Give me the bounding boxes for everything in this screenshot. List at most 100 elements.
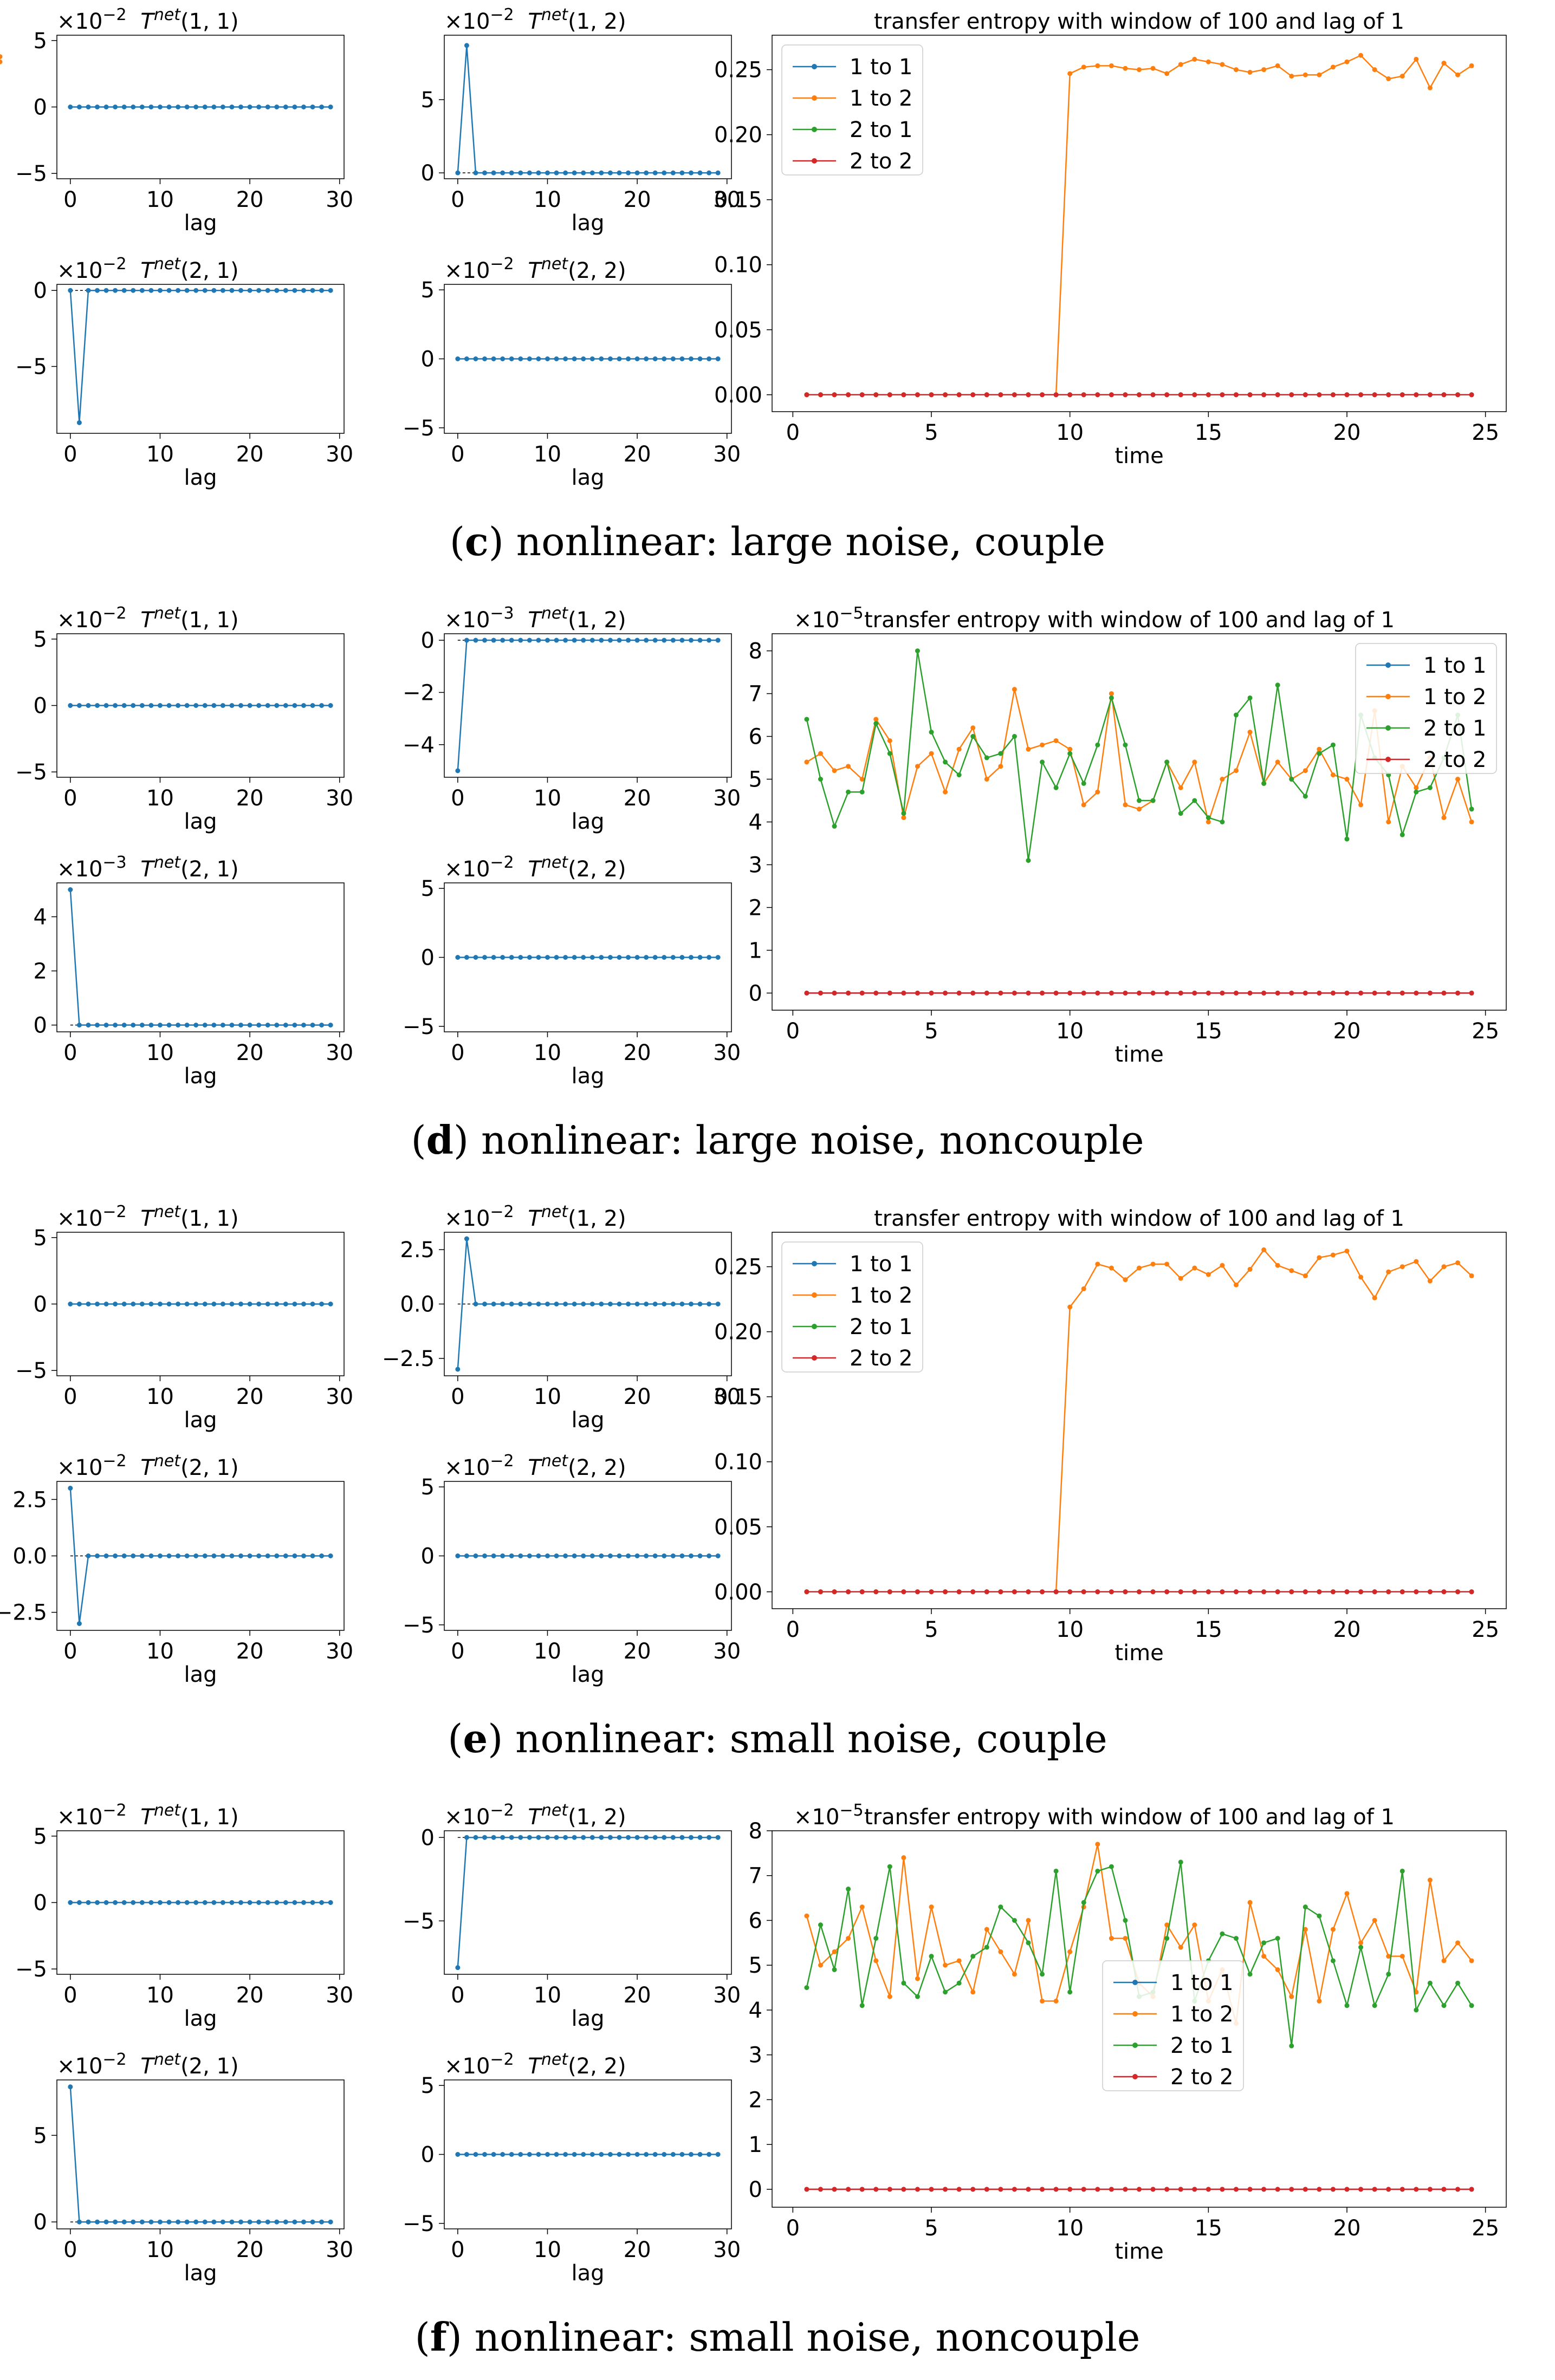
data-point: [131, 1302, 136, 1306]
data-point: [688, 2152, 694, 2157]
data-point: [121, 288, 127, 293]
data-point: [572, 2152, 577, 2157]
data-point: [1441, 990, 1447, 996]
data-point: [1400, 832, 1405, 837]
data-point: [607, 1835, 613, 1840]
data-point: [1344, 990, 1350, 996]
legend-marker: [812, 127, 817, 132]
data-point: [617, 638, 622, 643]
data-point: [572, 356, 577, 361]
x-tick-label: 0: [786, 1617, 800, 1642]
data-point: [887, 1994, 892, 1999]
data-point: [76, 105, 82, 109]
data-point: [1344, 836, 1350, 842]
data-point: [166, 1553, 172, 1558]
data-point: [1386, 1269, 1391, 1274]
data-point: [915, 648, 920, 654]
data-point: [1150, 2187, 1156, 2192]
data-point: [859, 1904, 865, 1910]
data-point: [707, 1302, 712, 1306]
data-point: [274, 288, 280, 293]
data-point: [229, 1302, 235, 1306]
data-point: [328, 703, 333, 708]
data-point: [1289, 990, 1294, 996]
data-point: [572, 170, 577, 175]
data-point: [319, 1302, 325, 1306]
data-point: [873, 717, 879, 722]
data-point: [581, 170, 586, 175]
data-point: [211, 1023, 217, 1028]
data-point: [256, 288, 262, 293]
data-point: [1441, 1589, 1447, 1595]
data-point: [229, 2219, 235, 2225]
data-point: [518, 1553, 523, 1558]
y-tick-label: 0: [34, 278, 47, 303]
data-point: [554, 1835, 559, 1840]
data-point: [1289, 2187, 1294, 2192]
data-point: [1289, 1589, 1294, 1595]
y-tick-label: −2.5: [382, 1347, 435, 1371]
data-point: [846, 789, 851, 795]
x-tick-label: 5: [924, 1617, 938, 1642]
data-point: [887, 738, 892, 743]
x-tick-label: 30: [713, 1983, 741, 2008]
data-point: [1400, 74, 1405, 79]
x-tick-label: 10: [534, 1639, 561, 1664]
data-point: [256, 2219, 262, 2225]
data-point: [1372, 1917, 1377, 1923]
data-point: [1386, 1972, 1391, 1977]
data-point: [1261, 1940, 1267, 1946]
data-point: [901, 1589, 906, 1595]
data-point: [95, 703, 100, 708]
data-point: [563, 1553, 568, 1558]
lag-chart: 5 0 −5 0 10 20 30 lag ×10−2 Tnet(2, 2): [403, 255, 741, 490]
data-point: [103, 288, 109, 293]
data-point: [1067, 1949, 1073, 1954]
data-point: [1095, 1261, 1100, 1267]
data-point: [1317, 751, 1322, 756]
data-point: [1289, 1268, 1294, 1273]
data-point: [1095, 789, 1100, 795]
data-point: [76, 420, 82, 425]
y-tick-label: −4: [403, 733, 435, 758]
data-point: [1178, 1589, 1183, 1595]
data-point: [184, 703, 190, 708]
chart-title: Tnet(1, 2): [528, 604, 626, 633]
x-tick-label: 20: [236, 2238, 264, 2262]
data-point: [644, 356, 649, 361]
data-point: [1427, 1877, 1433, 1883]
data-point: [527, 1835, 532, 1840]
data-point: [572, 955, 577, 960]
data-point: [473, 1302, 478, 1306]
y-tick-label: 0: [421, 946, 435, 971]
data-point: [113, 2219, 118, 2225]
data-point: [1150, 1589, 1156, 1595]
data-point: [527, 955, 532, 960]
data-point: [113, 1900, 118, 1905]
data-point: [176, 1023, 181, 1028]
data-point: [455, 1553, 461, 1558]
data-point: [1330, 1252, 1336, 1258]
data-point: [563, 356, 568, 361]
data-point: [956, 2187, 962, 2192]
data-point: [915, 2187, 920, 2192]
data-point: [1178, 1859, 1183, 1865]
data-point: [1289, 392, 1294, 398]
x-axis-label: lag: [571, 2261, 604, 2286]
data-point: [1386, 2187, 1391, 2192]
legend-marker: [1385, 662, 1391, 668]
data-point: [652, 955, 658, 960]
legend-label: 1 to 2: [1170, 2002, 1233, 2027]
figure-caption: (c) nonlinear: large noise, couple: [449, 518, 1106, 564]
data-point: [1150, 798, 1156, 803]
y-exponent: ×10−2: [57, 1202, 127, 1231]
data-point: [545, 170, 550, 175]
y-tick-label: 1: [749, 2132, 762, 2157]
data-point: [148, 1023, 154, 1028]
lag-chart: 0 −2 −4 0 10 20 30 lag ×10−3 Tnet(1, 2): [403, 604, 741, 834]
data-point: [1233, 392, 1239, 398]
data-point: [211, 2219, 217, 2225]
y-tick-label: 5: [34, 627, 47, 652]
data-point: [166, 288, 172, 293]
y-tick-label: 0: [421, 1825, 435, 1850]
